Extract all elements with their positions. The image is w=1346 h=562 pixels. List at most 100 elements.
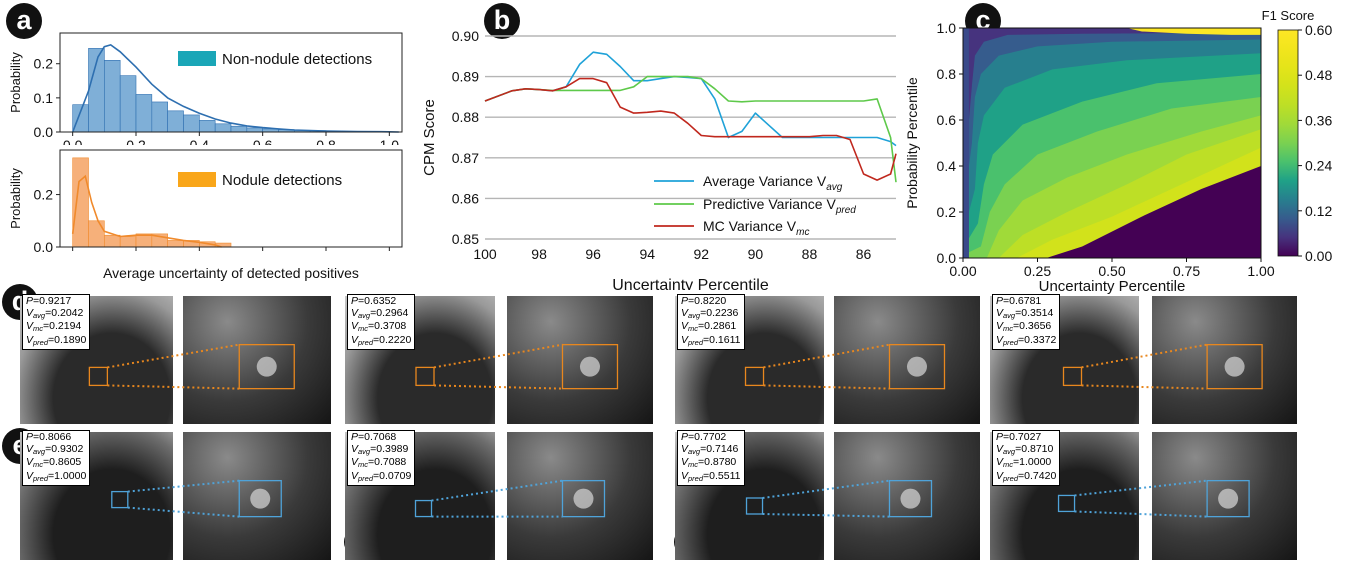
- info-symbol: V: [996, 456, 1004, 469]
- info-value: =0.8780: [698, 456, 737, 469]
- nodule-box: [1062, 366, 1083, 387]
- legend-label: MC Variance Vmc: [703, 218, 809, 238]
- info-value: =0.6781: [1003, 295, 1042, 307]
- x-tick-label: 96: [585, 246, 601, 262]
- y-tick-label: 1.0: [937, 20, 957, 36]
- leader-line: [1081, 384, 1208, 390]
- zoom-box: [888, 343, 946, 390]
- x-tick-label: 0.50: [1098, 263, 1125, 279]
- info-subscript: avg: [688, 310, 701, 320]
- y-tick-label: 0.88: [452, 109, 479, 125]
- x-axis-label: Average uncertainty of detected positive…: [103, 265, 359, 281]
- legend-label: Average Variance Vavg: [703, 173, 843, 193]
- panel-label-b: b: [484, 3, 520, 39]
- nodule-blob: [900, 488, 921, 509]
- nodule-box: [414, 499, 433, 518]
- info-value: =0.3656: [1013, 320, 1052, 333]
- info-symbol: V: [26, 333, 34, 346]
- f1-contour-heatmap: 0.0 0.2 0.4 0.6 0.8 1.0 0.00 0.25 0.50 0.75 1.00 Pr…: [904, 8, 1332, 295]
- info-subscript: mc: [358, 324, 369, 334]
- y-axis-label: Probability: [8, 168, 23, 229]
- leader-line: [1081, 343, 1208, 369]
- y-tick-label: 0.8: [937, 66, 957, 82]
- info-symbol: V: [26, 456, 34, 469]
- series-line-avg: [484, 51, 897, 147]
- info-value: =0.0709: [373, 469, 412, 482]
- info-symbol: V: [351, 320, 359, 333]
- plot-frame: [59, 32, 403, 133]
- zoom-box: [238, 479, 282, 518]
- x-tick-label: 1.0: [380, 137, 400, 145]
- info-subscript: mc: [688, 460, 699, 470]
- colorbar-tick-label: 0.60: [1305, 22, 1332, 38]
- x-axis-label: Uncertainty Percentile: [1039, 278, 1186, 295]
- info-value: =1.0000: [1013, 456, 1052, 469]
- info-symbol: V: [681, 469, 689, 482]
- info-value: =0.2236: [700, 306, 739, 319]
- y-tick-label: 0.86: [452, 190, 479, 206]
- panel-label-a: a: [6, 3, 42, 39]
- info-subscript: avg: [1003, 446, 1016, 456]
- zoom-box: [238, 343, 295, 390]
- info-subscript: mc: [358, 460, 369, 470]
- info-line: Vavg=0.8710: [996, 442, 1056, 458]
- y-tick-label: 0.87: [452, 150, 479, 166]
- info-line: P=0.7027: [996, 431, 1056, 444]
- zoom-box: [561, 343, 619, 390]
- info-symbol: V: [351, 306, 359, 319]
- hist-bar: [104, 60, 121, 133]
- hist-bar: [167, 240, 184, 248]
- colorbar-tick-label: 0.00: [1305, 248, 1332, 264]
- info-line: Vavg=0.9302: [26, 442, 86, 458]
- y-tick-label: 0.0: [34, 239, 54, 255]
- info-symbol: V: [351, 469, 359, 482]
- x-tick-label: 0.00: [949, 263, 976, 279]
- x-tick-label: 94: [639, 246, 655, 262]
- info-value: =0.3514: [1015, 306, 1054, 319]
- leader-line: [1074, 479, 1208, 497]
- info-value: =0.7088: [368, 456, 407, 469]
- legend-swatch: [178, 51, 216, 66]
- series-line-pred: [484, 75, 897, 183]
- histogram-non-nodule: 0.0 0.1 0.2 0.0 0.2 0.4 0.6 0.8 1.0 Probability No…: [8, 32, 403, 145]
- info-line: Vpred=0.5511: [681, 469, 741, 485]
- info-subscript: avg: [688, 446, 701, 456]
- info-value: =0.2042: [45, 306, 84, 319]
- leader-line: [433, 384, 563, 390]
- y-tick-label: 0.0: [34, 124, 54, 140]
- info-subscript: pred: [33, 337, 49, 347]
- info-value: =0.8066: [33, 431, 72, 443]
- histogram-nodule: 0.0 0.2 Probability Nodule detections Averag…: [8, 149, 403, 281]
- info-symbol: P: [351, 295, 359, 307]
- uncertainty-info-box: P=0.7027 Vavg=0.8710 Vmc=1.0000 Vpred=0.742…: [992, 430, 1061, 487]
- zoom-overlay: [745, 479, 933, 518]
- info-value: =0.1890: [48, 333, 87, 346]
- nodule-blob: [250, 488, 271, 509]
- x-axis-label: Uncertainty Percentile: [612, 277, 769, 290]
- info-value: =0.7068: [358, 431, 397, 443]
- leader-line: [763, 384, 890, 390]
- info-value: =0.2861: [698, 320, 737, 333]
- info-symbol: V: [26, 442, 34, 455]
- info-symbol: P: [996, 431, 1004, 443]
- legend-label: Nodule detections: [222, 172, 342, 189]
- info-value: =0.2220: [373, 333, 412, 346]
- info-value: =0.9217: [33, 295, 72, 307]
- info-value: =0.9302: [45, 442, 84, 455]
- info-line: Vmc=0.3656: [996, 320, 1056, 335]
- info-subscript: avg: [358, 446, 371, 456]
- nodule-box: [415, 366, 435, 387]
- x-tick-label: 86: [856, 246, 872, 262]
- x-tick-label: 0.2: [126, 137, 146, 145]
- hist-bar: [183, 114, 200, 133]
- info-value: =0.2194: [43, 320, 82, 333]
- info-line: Vavg=0.2964: [351, 306, 411, 322]
- leader-line: [763, 343, 890, 369]
- info-symbol: V: [996, 442, 1004, 455]
- leader-line: [107, 343, 240, 369]
- zoom-overlay: [1062, 343, 1263, 390]
- x-tick-label: 0.8: [316, 137, 336, 145]
- info-value: =0.6352: [358, 295, 397, 307]
- info-symbol: P: [26, 295, 34, 307]
- y-tick-label: 0.89: [452, 69, 479, 85]
